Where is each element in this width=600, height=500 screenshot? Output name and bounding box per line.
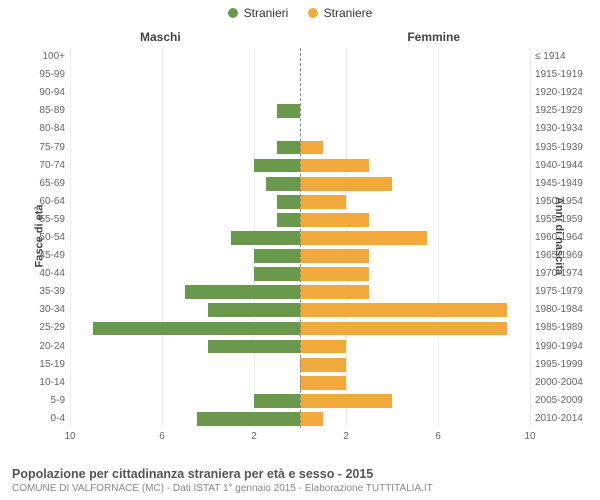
legend-item-male: Stranieri <box>228 6 289 20</box>
legend-item-female: Straniere <box>308 6 373 20</box>
bar-female <box>300 412 323 426</box>
age-label: 75-79 <box>39 142 65 153</box>
bar-male <box>277 213 300 227</box>
bar-female <box>300 177 392 191</box>
center-line <box>300 48 301 428</box>
bar-female <box>300 322 507 336</box>
legend-dot-female <box>308 8 318 18</box>
x-ticks: 10622610 <box>70 428 530 448</box>
birth-year-label: 1995-1999 <box>535 359 583 370</box>
legend-dot-male <box>228 8 238 18</box>
legend: Stranieri Straniere <box>0 6 600 21</box>
age-label: 5-9 <box>51 395 65 406</box>
header-female: Femmine <box>407 30 460 44</box>
age-label: 50-54 <box>39 232 65 243</box>
header-male: Maschi <box>140 30 181 44</box>
age-label: 95-99 <box>39 69 65 80</box>
bar-female <box>300 213 369 227</box>
bar-male <box>254 267 300 281</box>
bar-female <box>300 394 392 408</box>
age-label: 30-34 <box>39 304 65 315</box>
birth-year-label: 1920-1924 <box>535 87 583 98</box>
bar-female <box>300 159 369 173</box>
chart-footer: Popolazione per cittadinanza straniera p… <box>12 467 588 494</box>
legend-label-male: Stranieri <box>244 6 289 20</box>
birth-year-label: 1925-1929 <box>535 105 583 116</box>
bar-male <box>231 231 300 245</box>
birth-year-label: 1980-1984 <box>535 304 583 315</box>
birth-year-label: 1935-1939 <box>535 142 583 153</box>
birth-year-label: 1985-1989 <box>535 322 583 333</box>
bar-male <box>266 177 301 191</box>
age-label: 0-4 <box>51 413 65 424</box>
birth-year-label: 1940-1944 <box>535 160 583 171</box>
age-label: 10-14 <box>39 377 65 388</box>
x-tick-label: 2 <box>343 431 349 442</box>
bar-female <box>300 195 346 209</box>
bar-male <box>254 159 300 173</box>
age-label: 100+ <box>42 51 65 62</box>
birth-year-label: 1970-1974 <box>535 268 583 279</box>
x-tick-label: 2 <box>251 431 257 442</box>
birth-year-label: ≤ 1914 <box>535 51 566 62</box>
bar-female <box>300 303 507 317</box>
birth-year-label: 1960-1964 <box>535 232 583 243</box>
bar-male <box>197 412 301 426</box>
bar-male <box>185 285 300 299</box>
bar-female <box>300 376 346 390</box>
birth-year-label: 1915-1919 <box>535 69 583 80</box>
age-label: 65-69 <box>39 178 65 189</box>
age-label: 60-64 <box>39 196 65 207</box>
x-tick-label: 10 <box>524 431 535 442</box>
bar-female <box>300 231 427 245</box>
legend-label-female: Straniere <box>324 6 373 20</box>
bar-female <box>300 141 323 155</box>
bar-male <box>208 303 300 317</box>
bar-male <box>93 322 300 336</box>
birth-year-label: 1965-1969 <box>535 250 583 261</box>
age-label: 70-74 <box>39 160 65 171</box>
bar-female <box>300 285 369 299</box>
plot-area: 100+≤ 191495-991915-191990-941920-192485… <box>70 48 530 428</box>
birth-year-label: 1945-1949 <box>535 178 583 189</box>
age-label: 25-29 <box>39 322 65 333</box>
age-label: 90-94 <box>39 87 65 98</box>
birth-year-label: 1930-1934 <box>535 123 583 134</box>
birth-year-label: 1990-1994 <box>535 341 583 352</box>
bar-male <box>208 340 300 354</box>
age-label: 35-39 <box>39 286 65 297</box>
bar-female <box>300 340 346 354</box>
bar-male <box>254 394 300 408</box>
chart-subtitle: COMUNE DI VALFORNACE (MC) - Dati ISTAT 1… <box>12 483 588 494</box>
population-pyramid-chart: Stranieri Straniere Maschi Femmine Fasce… <box>0 0 600 500</box>
bar-male <box>277 104 300 118</box>
age-label: 85-89 <box>39 105 65 116</box>
birth-year-label: 2005-2009 <box>535 395 583 406</box>
age-label: 55-59 <box>39 214 65 225</box>
age-label: 80-84 <box>39 123 65 134</box>
chart-title: Popolazione per cittadinanza straniera p… <box>12 467 588 481</box>
bar-female <box>300 267 369 281</box>
bar-male <box>254 249 300 263</box>
bar-male <box>277 141 300 155</box>
birth-year-label: 2000-2004 <box>535 377 583 388</box>
x-tick-label: 6 <box>159 431 165 442</box>
birth-year-label: 1975-1979 <box>535 286 583 297</box>
age-label: 40-44 <box>39 268 65 279</box>
birth-year-label: 1955-1959 <box>535 214 583 225</box>
grid-line <box>530 48 531 428</box>
birth-year-label: 1950-1954 <box>535 196 583 207</box>
bar-female <box>300 358 346 372</box>
birth-year-label: 2010-2014 <box>535 413 583 424</box>
x-tick-label: 10 <box>64 431 75 442</box>
age-label: 20-24 <box>39 341 65 352</box>
age-label: 15-19 <box>39 359 65 370</box>
x-tick-label: 6 <box>435 431 441 442</box>
age-label: 45-49 <box>39 250 65 261</box>
bar-male <box>277 195 300 209</box>
bar-female <box>300 249 369 263</box>
